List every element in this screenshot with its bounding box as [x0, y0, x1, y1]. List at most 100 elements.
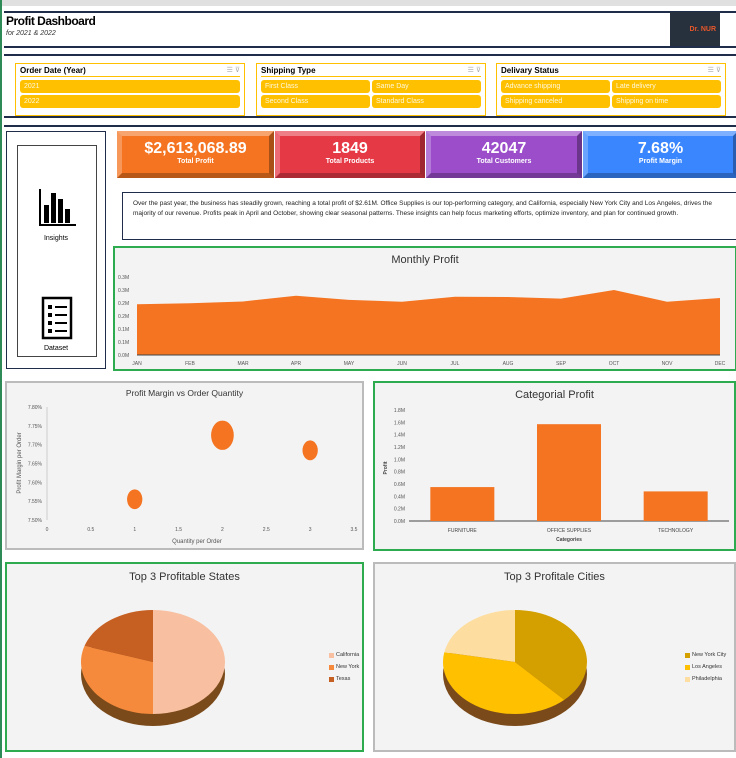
- x-tick-label: FURNITURE: [448, 528, 478, 534]
- y-tick-label: 0.4M: [394, 494, 405, 500]
- bar: [643, 491, 708, 521]
- kpi-total-profit: $2,613,068.89 Total Profit: [117, 131, 274, 178]
- y-tick-label: 0.1M: [118, 340, 129, 346]
- y-tick-label: 0.2M: [118, 301, 129, 307]
- kpi-label: Total Customers: [476, 158, 532, 165]
- kpi-value: 1849: [332, 140, 368, 157]
- y-tick-label: 7.80%: [28, 405, 43, 411]
- x-tick-label: FEB: [185, 361, 195, 367]
- legend-item: Philadelphia: [685, 676, 726, 682]
- y-tick-label: 7.65%: [28, 462, 43, 468]
- scatter-panel: Profit Margin vs Order Quantity 7.50% 7.5…: [5, 381, 364, 550]
- y-tick-label: 0.2M: [118, 314, 129, 320]
- chart-title: Top 3 Profitale Cities: [504, 571, 605, 583]
- kpi-total-products: 1849 Total Products: [275, 131, 425, 178]
- y-tick-label: 7.75%: [28, 424, 43, 430]
- x-tick-label: JUL: [451, 361, 460, 367]
- legend-item: Los Angeles: [685, 664, 726, 670]
- slicer-delivery-status: Delivary Status ☰ ⊽ Advance shipping Late…: [496, 63, 726, 116]
- x-tick-label: OFFICE SUPPLIES: [547, 528, 592, 534]
- x-tick-label: 3: [309, 527, 312, 533]
- kpi-total-customers: 42047 Total Customers: [426, 131, 582, 178]
- states-panel: Top 3 Profitable States California New Y…: [5, 562, 364, 752]
- y-tick-label: 7.50%: [28, 518, 43, 524]
- legend: New York City Los Angeles Philadelphia: [685, 652, 726, 688]
- y-tick-label: 0.3M: [118, 288, 129, 294]
- x-axis-title: Categories: [556, 537, 582, 543]
- chart-title: Profit Margin vs Order Quantity: [125, 388, 244, 398]
- category-bar-chart: 0.0M 0.2M 0.4M 0.6M 0.8M 1.0M 1.2M 1.4M 1.6M 1.8M…: [383, 408, 729, 543]
- category-panel: Categorial Profit 0.0M 0.2M 0.4M 0.6M 0.8M 1.…: [373, 381, 736, 551]
- legend-item: Texas: [329, 676, 359, 682]
- slicer-item[interactable]: Shipping canceled: [501, 95, 610, 108]
- list-document-icon: [41, 296, 73, 340]
- y-tick-label: 1.2M: [394, 445, 405, 451]
- kpi-label: Total Profit: [177, 158, 214, 165]
- dataset-label: Dataset: [43, 345, 69, 352]
- clear-filter-icon[interactable]: ☰ ⊽: [467, 67, 481, 74]
- legend-item: California: [329, 652, 359, 658]
- clear-filter-icon[interactable]: ☰ ⊽: [226, 67, 240, 74]
- kpi-label: Total Products: [325, 158, 375, 165]
- monthly-profit-chart: 0.0M 0.1M 0.1M 0.2M 0.2M 0.3M 0.3M JAN FEB MAR APR…: [118, 275, 726, 367]
- area-series: [137, 290, 720, 355]
- logo-text: Dr. NUR: [689, 25, 716, 33]
- slicer-title: Shipping Type: [261, 66, 316, 75]
- x-tick-label: MAR: [237, 361, 249, 367]
- kpi-value: 7.68%: [637, 140, 684, 157]
- dataset-button[interactable]: Dataset: [7, 292, 105, 357]
- legend-label: Philadelphia: [692, 676, 722, 682]
- x-tick-label: MAY: [344, 361, 355, 367]
- insights-button[interactable]: Insights: [7, 182, 105, 247]
- cities-panel: Top 3 Profitale Cities New York City Los…: [373, 562, 736, 752]
- pie-slice: [515, 610, 587, 700]
- x-tick-label: AUG: [503, 361, 514, 367]
- legend-label: Texas: [336, 676, 351, 682]
- x-tick-label: 2: [221, 527, 224, 533]
- kpi-label: Profit Margin: [638, 158, 683, 165]
- x-tick-label: NOV: [662, 361, 674, 367]
- slicer-item[interactable]: 2021: [20, 80, 240, 93]
- y-axis-title: Profit Margin per Order: [17, 432, 23, 493]
- x-tick-label: 1: [133, 527, 136, 533]
- monthly-profit-panel: Monthly Profit 0.0M 0.1M 0.1M 0.2M 0.2M 0.3M 0…: [113, 246, 736, 371]
- header-band: [4, 11, 736, 48]
- slicer-item[interactable]: Standard Class: [372, 95, 481, 108]
- y-tick-label: 1.6M: [394, 420, 405, 426]
- slicer-item[interactable]: Second Class: [261, 95, 370, 108]
- y-tick-label: 0.2M: [394, 507, 405, 513]
- slicer-item[interactable]: Same Day: [372, 80, 481, 93]
- x-tick-label: 3.5: [351, 527, 358, 533]
- y-tick-label: 0.0M: [118, 353, 129, 359]
- bubble-point: [211, 420, 234, 450]
- clear-filter-icon[interactable]: ☰ ⊽: [707, 67, 721, 74]
- slicer-item[interactable]: 2022: [20, 95, 240, 108]
- kpi-value: $2,613,068.89: [144, 140, 247, 157]
- logo: Dr. NUR: [670, 12, 720, 46]
- slicer-item[interactable]: Advance shipping: [501, 80, 610, 93]
- slicer-item[interactable]: First Class: [261, 80, 370, 93]
- bar: [430, 487, 495, 521]
- bar: [537, 424, 601, 521]
- slicer-title: Order Date (Year): [20, 66, 86, 75]
- x-tick-label: 0.5: [87, 527, 94, 533]
- cities-pie-chart: [443, 610, 587, 726]
- pie-slice: [153, 610, 225, 714]
- page-title: Profit Dashboard: [6, 14, 96, 28]
- legend-item: New York: [329, 664, 359, 670]
- insight-scroll: Over the past year, the business has ste…: [122, 192, 736, 240]
- page-subtitle: for 2021 & 2022: [6, 30, 56, 37]
- legend-label: New York City: [692, 652, 727, 658]
- slicer-item[interactable]: Late delivery: [612, 80, 721, 93]
- x-tick-label: 0: [46, 527, 49, 533]
- y-tick-label: 0.0M: [394, 519, 405, 525]
- kpi-profit-margin: 7.68% Profit Margin: [583, 131, 736, 178]
- chart-title: Monthly Profit: [391, 254, 459, 266]
- filter-band: [4, 54, 736, 118]
- slicer-order-year: Order Date (Year) ☰ ⊽ 2021 2022: [15, 63, 245, 116]
- x-tick-label: JAN: [132, 361, 142, 367]
- slicer-item[interactable]: Shipping on time: [612, 95, 721, 108]
- insights-label: Insights: [43, 235, 69, 242]
- bubble-point: [127, 489, 143, 510]
- x-tick-label: SEP: [556, 361, 567, 367]
